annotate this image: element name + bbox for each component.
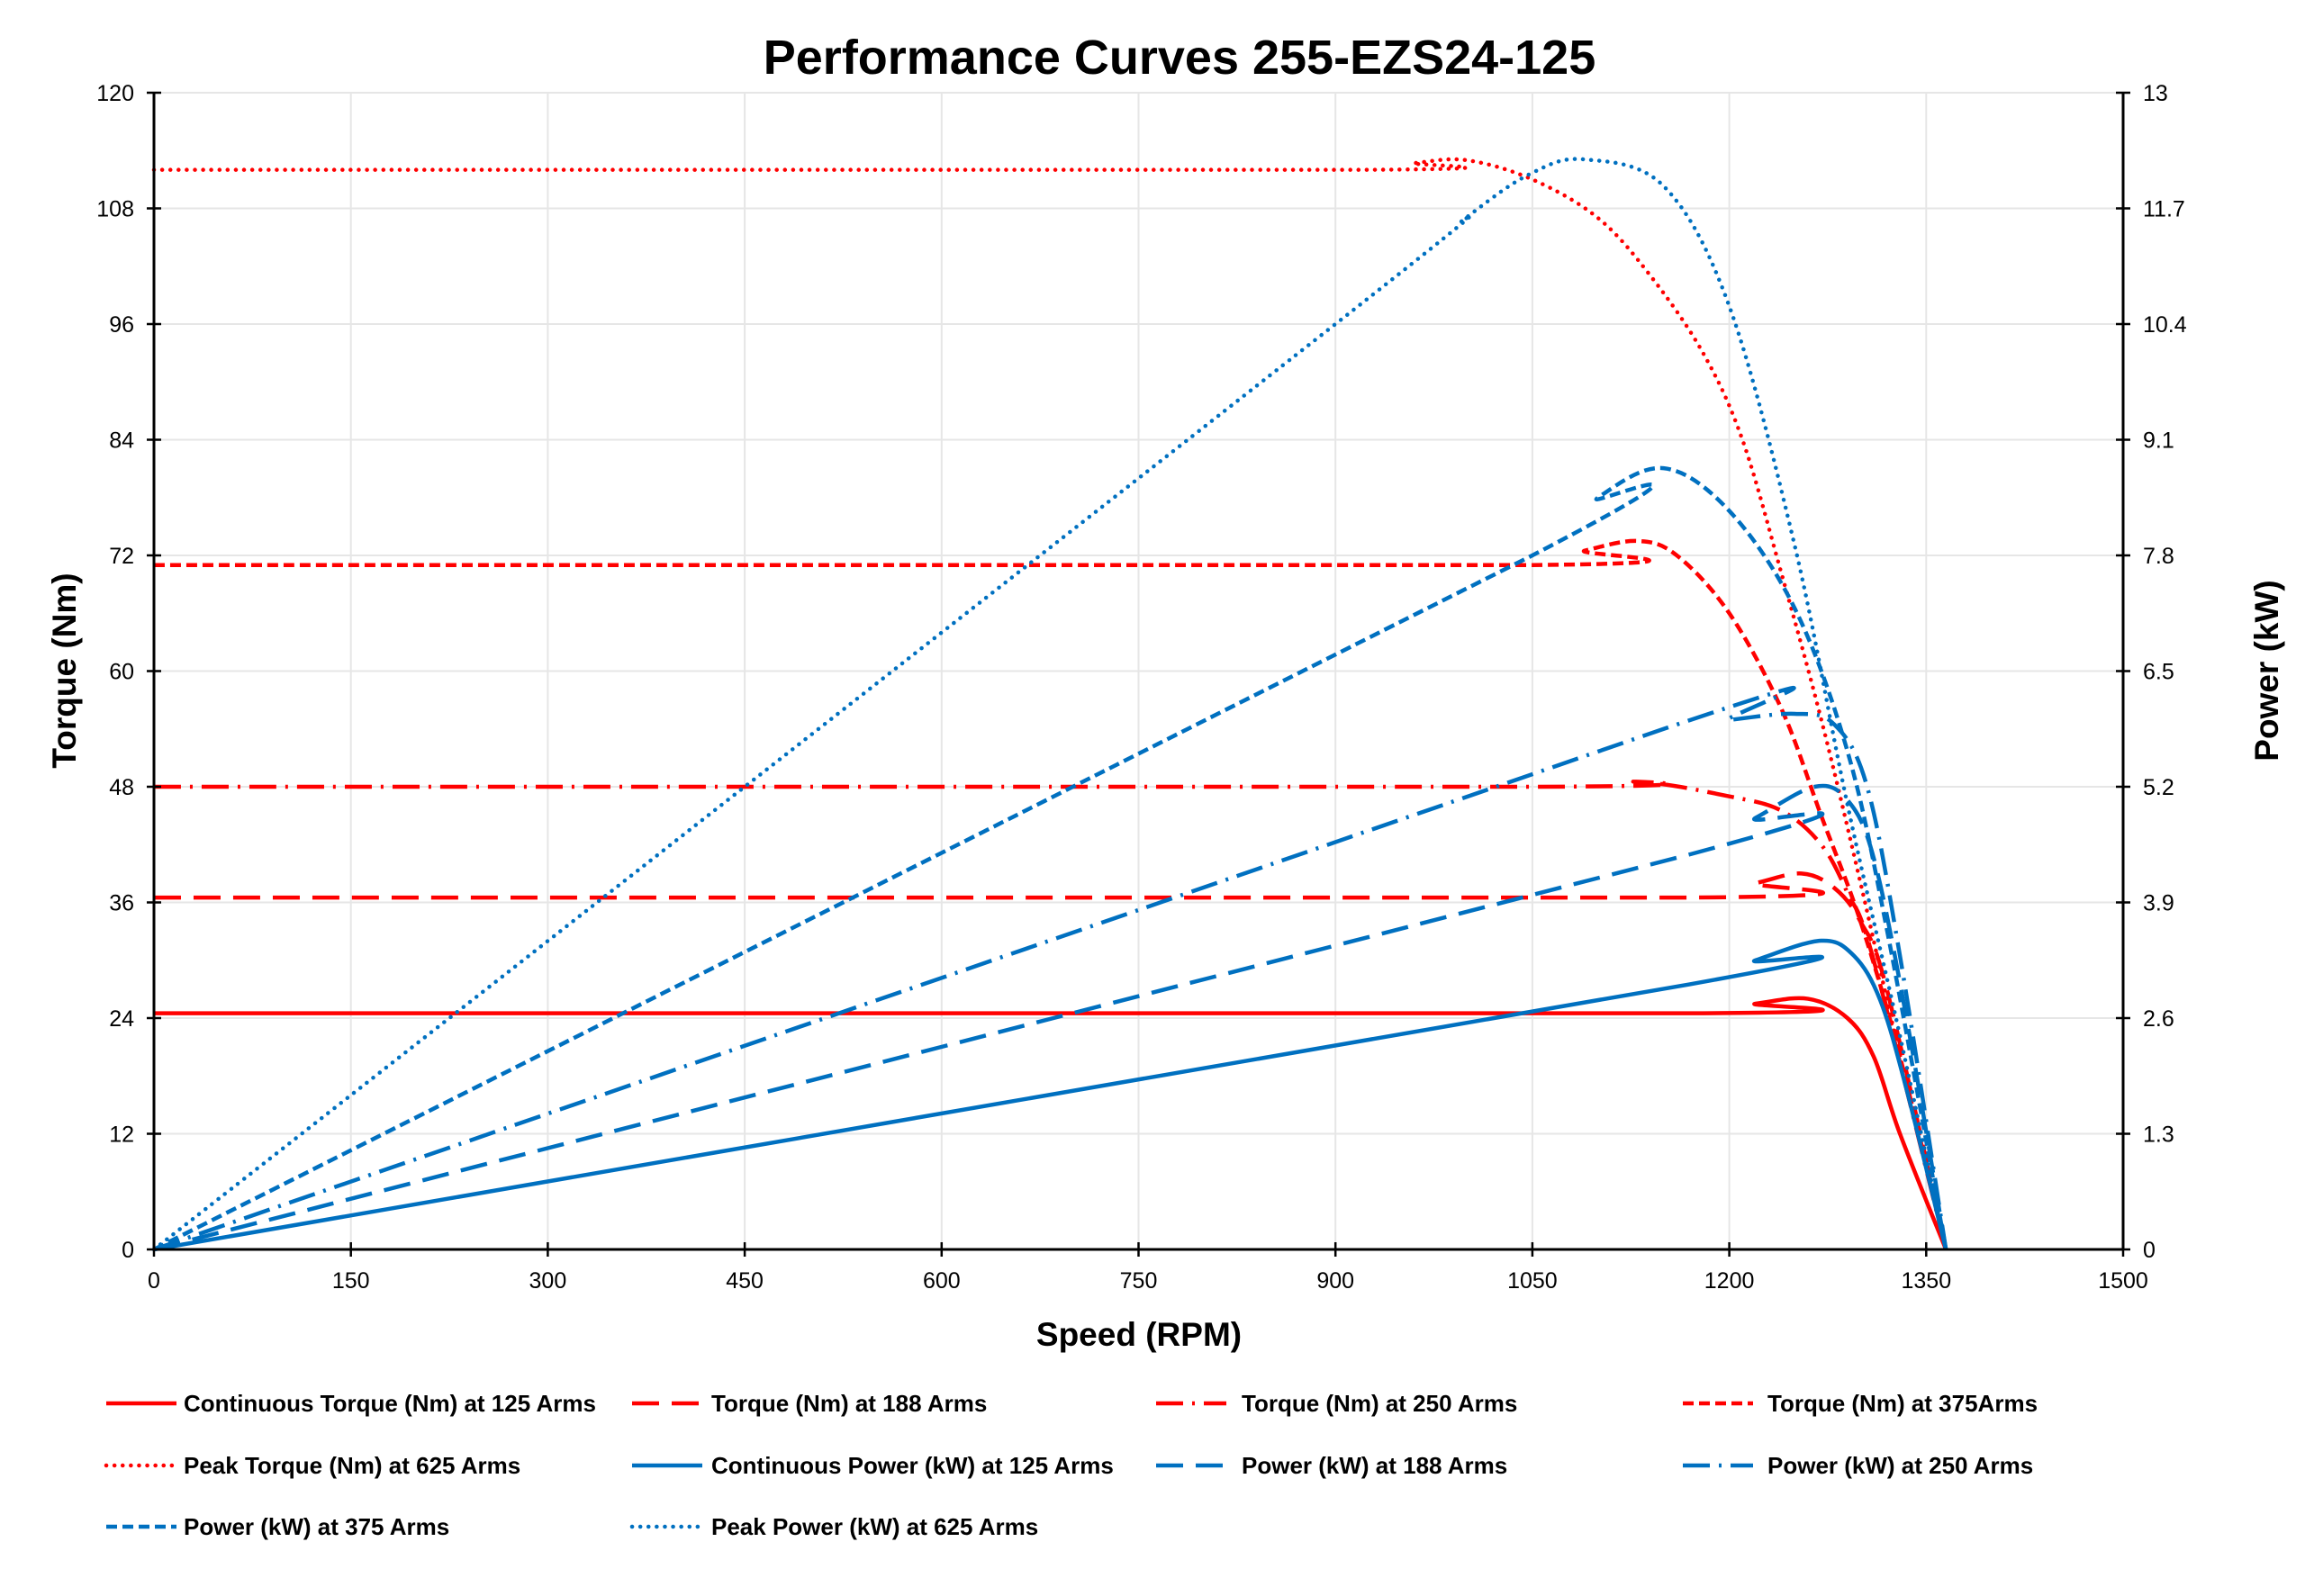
series-line-continuous-torque-nm-at-125-arms — [154, 996, 1948, 1250]
y2-tick-label: 6.5 — [2143, 660, 2174, 685]
series-lines — [151, 157, 1948, 1252]
x-tick-label: 1350 — [1901, 1268, 1951, 1294]
series-line-torque-nm-at-250-arms — [154, 780, 1948, 1250]
series-line-torque-nm-at-375arms — [154, 538, 1948, 1250]
legend-label: Continuous Power (kW) at 125 Arms — [711, 1452, 1114, 1479]
legend-item: Peak Torque (Nm) at 625 Arms — [104, 1452, 520, 1479]
legend-label: Power (kW) at 250 Arms — [1767, 1452, 2033, 1479]
y2-tick-label: 2.6 — [2143, 1006, 2174, 1032]
legend-item: Torque (Nm) at 375Arms — [1683, 1390, 2038, 1417]
series-line-power-kw-at-188-arms — [153, 783, 1948, 1252]
y2-tick-label: 7.8 — [2143, 544, 2174, 569]
legend-item: Power (kW) at 188 Arms — [1156, 1452, 1507, 1479]
legend-label: Torque (Nm) at 188 Arms — [711, 1390, 987, 1417]
y2-tick-label: 5.2 — [2143, 775, 2174, 800]
y-tick-label: 60 — [109, 660, 134, 685]
x-axis-label: Speed (RPM) — [1036, 1316, 1242, 1353]
y2-tick-label: 13 — [2143, 81, 2168, 106]
legend-item: Peak Power (kW) at 625 Arms — [629, 1513, 1038, 1540]
y-tick-label: 24 — [109, 1006, 134, 1032]
y-tick-label: 120 — [96, 81, 134, 106]
grid — [154, 92, 2123, 1249]
y-tick-label: 48 — [109, 775, 134, 800]
x-tick-label: 900 — [1316, 1268, 1354, 1294]
axes: 0 150 300 450 600 750 900 1050 1200 1350 150001224… — [96, 81, 2186, 1294]
y2-tick-label: 0 — [2143, 1238, 2156, 1263]
legend-item: Continuous Torque (Nm) at 125 Arms — [106, 1390, 596, 1417]
y2-tick-label: 10.4 — [2143, 312, 2187, 338]
y-tick-label: 84 — [109, 428, 134, 454]
y2-tick-label: 3.9 — [2143, 891, 2174, 916]
series-line-continuous-power-kw-at-125-arms — [153, 938, 1948, 1252]
y-tick-label: 72 — [109, 544, 134, 569]
series-line-power-kw-at-375-arms — [152, 465, 1948, 1252]
x-tick-label: 0 — [148, 1268, 160, 1294]
legend-label: Power (kW) at 375 Arms — [184, 1513, 449, 1540]
y-tick-label: 12 — [109, 1123, 134, 1148]
y2-axis-label: Power (kW) — [2248, 580, 2285, 761]
x-tick-label: 600 — [923, 1268, 961, 1294]
legend-item: Torque (Nm) at 250 Arms — [1156, 1390, 1517, 1417]
legend-item: Power (kW) at 250 Arms — [1683, 1452, 2033, 1479]
chart-title: Performance Curves 255-EZS24-125 — [764, 31, 1596, 85]
legend-label: Torque (Nm) at 375Arms — [1767, 1390, 2038, 1417]
series-line-peak-power-kw-at-625-arms — [151, 157, 1948, 1252]
x-tick-label: 150 — [332, 1268, 370, 1294]
x-tick-label: 450 — [726, 1268, 764, 1294]
series-line-peak-torque-nm-at-625-arms — [151, 157, 1948, 1252]
y-axis-label: Torque (Nm) — [46, 573, 83, 768]
y-tick-label: 0 — [122, 1238, 134, 1263]
x-tick-label: 750 — [1120, 1268, 1158, 1294]
x-tick-label: 1500 — [2098, 1268, 2148, 1294]
legend-label: Torque (Nm) at 250 Arms — [1242, 1390, 1517, 1417]
legend-item: Continuous Power (kW) at 125 Arms — [632, 1452, 1114, 1479]
y2-tick-label: 11.7 — [2143, 197, 2185, 222]
x-tick-label: 1200 — [1704, 1268, 1755, 1294]
legend-item: Torque (Nm) at 188 Arms — [632, 1390, 987, 1417]
legend-label: Power (kW) at 188 Arms — [1242, 1452, 1507, 1479]
legend-item: Power (kW) at 375 Arms — [106, 1513, 449, 1540]
y2-tick-label: 9.1 — [2143, 428, 2174, 454]
x-tick-label: 300 — [529, 1268, 567, 1294]
y-tick-label: 36 — [109, 891, 134, 916]
legend-label: Peak Power (kW) at 625 Arms — [711, 1513, 1038, 1540]
legend-label: Continuous Torque (Nm) at 125 Arms — [184, 1390, 596, 1417]
series-line-torque-nm-at-188-arms — [153, 871, 1948, 1250]
y-tick-label: 96 — [109, 312, 134, 338]
y2-tick-label: 1.3 — [2143, 1123, 2174, 1148]
series-line-power-kw-at-250-arms — [153, 685, 1948, 1252]
y-tick-label: 108 — [96, 197, 134, 222]
x-tick-label: 1050 — [1507, 1268, 1558, 1294]
legend: Continuous Torque (Nm) at 125 Arms Torque… — [104, 1390, 2038, 1540]
legend-label: Peak Torque (Nm) at 625 Arms — [184, 1452, 520, 1479]
